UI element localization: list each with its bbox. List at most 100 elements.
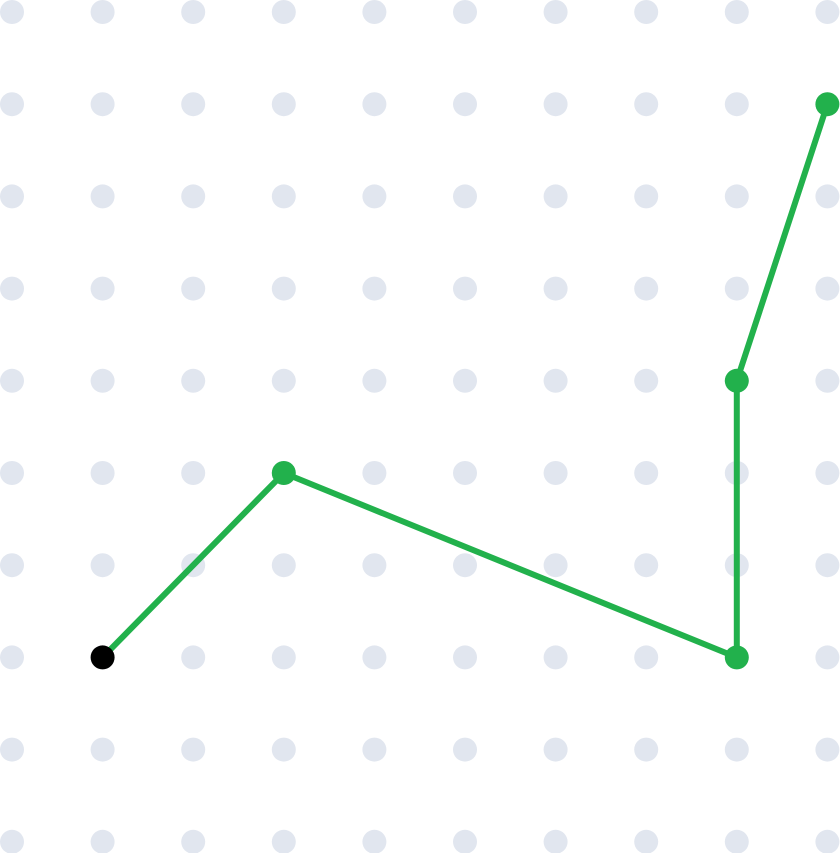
grid-dot[interactable]	[724, 276, 749, 301]
path-node[interactable]	[724, 645, 749, 670]
grid-dot[interactable]	[362, 829, 387, 853]
grid-dot[interactable]	[181, 184, 206, 209]
grid-dot[interactable]	[543, 737, 568, 762]
grid-dot[interactable]	[362, 461, 387, 485]
grid-dot[interactable]	[453, 645, 477, 670]
grid-dot[interactable]	[453, 829, 477, 853]
grid-dot[interactable]	[271, 368, 296, 393]
grid-dot[interactable]	[181, 461, 206, 485]
grid-dot[interactable]	[90, 0, 115, 24]
grid-dot[interactable]	[0, 737, 24, 762]
grid-dot[interactable]	[634, 461, 659, 485]
grid-dot[interactable]	[0, 645, 24, 670]
grid-dot[interactable]	[362, 553, 387, 578]
path-node[interactable]	[724, 368, 749, 393]
grid-dot[interactable]	[453, 368, 477, 393]
grid-dot[interactable]	[181, 0, 206, 24]
grid-dot[interactable]	[181, 368, 206, 393]
grid-dot[interactable]	[634, 368, 659, 393]
grid-dot[interactable]	[634, 276, 659, 301]
grid-dot[interactable]	[634, 645, 659, 670]
grid-dot[interactable]	[815, 184, 840, 209]
grid-dot[interactable]	[453, 184, 477, 209]
grid-dot[interactable]	[271, 553, 296, 578]
grid-dot[interactable]	[815, 829, 840, 853]
grid-dot[interactable]	[90, 829, 115, 853]
grid-dot[interactable]	[724, 737, 749, 762]
grid-dot[interactable]	[453, 737, 477, 762]
grid-dot[interactable]	[453, 0, 477, 24]
grid-dot[interactable]	[634, 92, 659, 117]
grid-dot[interactable]	[815, 276, 840, 301]
grid-dot[interactable]	[815, 553, 840, 578]
grid-dot[interactable]	[724, 92, 749, 117]
grid-dot[interactable]	[181, 92, 206, 117]
grid-dot[interactable]	[543, 184, 568, 209]
grid-dot[interactable]	[815, 0, 840, 24]
grid-dot[interactable]	[0, 0, 24, 24]
grid-dot[interactable]	[543, 92, 568, 117]
grid-dot[interactable]	[543, 553, 568, 578]
grid-dot[interactable]	[0, 553, 24, 578]
start-node[interactable]	[90, 645, 115, 670]
grid-dot[interactable]	[362, 368, 387, 393]
grid-dot[interactable]	[634, 184, 659, 209]
grid-dot[interactable]	[90, 276, 115, 301]
grid-dot[interactable]	[724, 184, 749, 209]
grid-dot[interactable]	[634, 829, 659, 853]
grid-dot[interactable]	[724, 829, 749, 853]
grid-dot[interactable]	[453, 92, 477, 117]
grid-dot[interactable]	[0, 276, 24, 301]
grid-dot[interactable]	[90, 92, 115, 117]
grid-dot[interactable]	[90, 184, 115, 209]
grid-dot[interactable]	[362, 184, 387, 209]
path-nodes	[90, 92, 840, 670]
grid-dot[interactable]	[453, 276, 477, 301]
grid-dot[interactable]	[362, 92, 387, 117]
grid-dot[interactable]	[181, 737, 206, 762]
grid-dot[interactable]	[362, 0, 387, 24]
grid-dot[interactable]	[271, 0, 296, 24]
grid-dot[interactable]	[543, 829, 568, 853]
grid-dot[interactable]	[634, 737, 659, 762]
grid-dot[interactable]	[90, 461, 115, 485]
grid-dot[interactable]	[90, 553, 115, 578]
grid-dot[interactable]	[271, 92, 296, 117]
grid-dot[interactable]	[634, 0, 659, 24]
grid-dot[interactable]	[543, 368, 568, 393]
grid-dot[interactable]	[815, 737, 840, 762]
grid-dot[interactable]	[815, 461, 840, 485]
grid-dot[interactable]	[0, 92, 24, 117]
grid-dot[interactable]	[271, 829, 296, 853]
path-end-node[interactable]	[815, 92, 840, 117]
grid-dot[interactable]	[362, 645, 387, 670]
grid-dot[interactable]	[181, 645, 206, 670]
grid-dot[interactable]	[815, 645, 840, 670]
grid-dot[interactable]	[543, 461, 568, 485]
path-node[interactable]	[271, 461, 296, 485]
grid-dot[interactable]	[362, 737, 387, 762]
grid-dot[interactable]	[90, 368, 115, 393]
grid-dot[interactable]	[181, 829, 206, 853]
grid-dot[interactable]	[90, 737, 115, 762]
grid-dot[interactable]	[543, 276, 568, 301]
grid-dot[interactable]	[634, 553, 659, 578]
grid-dot[interactable]	[271, 737, 296, 762]
grid-dot[interactable]	[543, 0, 568, 24]
grid-dot[interactable]	[453, 461, 477, 485]
grid-dot[interactable]	[0, 368, 24, 393]
grid-dot[interactable]	[271, 645, 296, 670]
grid-dot[interactable]	[0, 829, 24, 853]
grid-dot[interactable]	[724, 0, 749, 24]
grid-dot[interactable]	[271, 276, 296, 301]
grid-dot[interactable]	[0, 184, 24, 209]
grid-dot[interactable]	[0, 461, 24, 485]
grid-dot[interactable]	[453, 553, 477, 578]
grid-dot[interactable]	[815, 368, 840, 393]
grid-dot[interactable]	[362, 276, 387, 301]
grid-dot[interactable]	[181, 276, 206, 301]
grid-dot[interactable]	[271, 184, 296, 209]
grid-dot[interactable]	[543, 645, 568, 670]
